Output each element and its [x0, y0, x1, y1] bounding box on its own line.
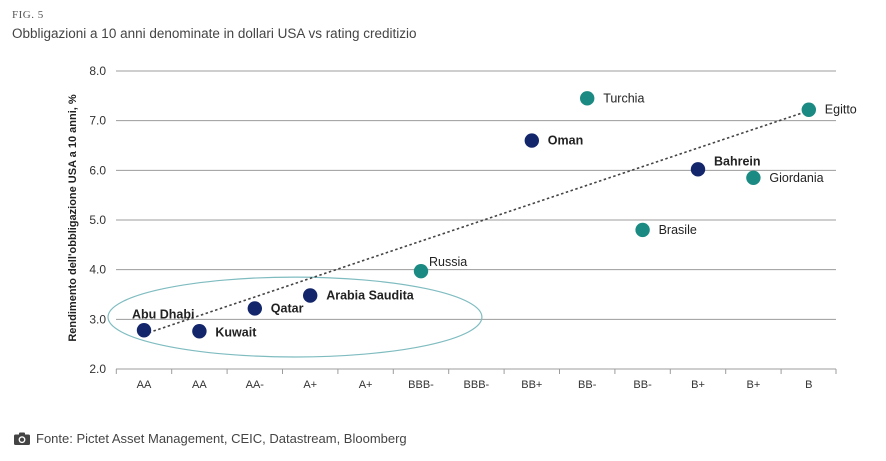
- highlight-ellipse: [107, 276, 483, 358]
- highlight-ellipse-shape: [107, 276, 483, 358]
- source-note: Fonte: Pictet Asset Management, CEIC, Da…: [14, 431, 407, 446]
- data-label: Turchia: [603, 91, 644, 105]
- x-tick-label: BBB-: [408, 379, 434, 391]
- x-tick-label: B+: [747, 379, 761, 391]
- x-tick-label: B: [805, 379, 812, 391]
- data-label: Abu Dhabi: [132, 307, 195, 321]
- data-point: [136, 323, 152, 338]
- y-tick-label: 3.0: [89, 312, 106, 326]
- x-tick-label: BB+: [521, 379, 542, 391]
- figure-label: FIG. 5: [12, 9, 44, 21]
- y-tick-label: 2.0: [89, 362, 106, 376]
- data-label: Qatar: [271, 301, 304, 315]
- x-tick-label: BB-: [578, 379, 597, 391]
- gridlines: [115, 70, 837, 374]
- x-tick-label: A+: [359, 379, 373, 391]
- data-point: [303, 288, 318, 303]
- x-tick-label: BBB-: [464, 379, 490, 391]
- camera-icon: [14, 432, 30, 445]
- x-tick-label: B+: [691, 379, 705, 391]
- x-tick-label: AA: [137, 379, 152, 391]
- x-axis-ticks: AA AA AA- A+ A+ BBB- BBB- BB+ BB- BB- B+ B+ B: [137, 379, 813, 391]
- data-point: [580, 91, 595, 106]
- data-label: Egitto: [825, 103, 857, 117]
- data-point: [413, 263, 429, 279]
- trendline-path: [143, 109, 810, 335]
- data-label: Russia: [429, 255, 467, 269]
- data-point: [247, 301, 262, 316]
- trendline: [143, 109, 810, 335]
- y-tick-label: 5.0: [89, 213, 106, 227]
- y-tick-label: 6.0: [89, 163, 106, 177]
- x-tick-label: AA-: [246, 379, 265, 391]
- data-point: [690, 162, 706, 177]
- data-point: [524, 133, 539, 148]
- chart-title: Obbligazioni a 10 anni denominate in dol…: [12, 26, 417, 41]
- data-label: Giordania: [769, 171, 823, 185]
- y-tick-label: 4.0: [89, 263, 106, 277]
- y-axis-label: Rendimento dell'obbligazione USA a 10 an…: [67, 94, 79, 342]
- data-point: [635, 222, 650, 238]
- y-tick-label: 7.0: [89, 114, 106, 128]
- y-axis-ticks: 2.0 3.0 4.0 5.0 6.0 7.0 8.0: [89, 64, 106, 376]
- data-label: Brasile: [659, 223, 697, 237]
- data-label: Oman: [548, 134, 583, 148]
- x-tick-label: AA: [192, 379, 207, 391]
- data-points: [136, 91, 816, 339]
- data-point: [192, 324, 207, 339]
- data-label: Bahrein: [714, 154, 761, 168]
- point-labels: Abu Dhabi Kuwait Qatar Arabia Saudita Russia…: [132, 91, 857, 339]
- data-label: Arabia Saudita: [326, 288, 415, 302]
- source-text: Fonte: Pictet Asset Management, CEIC, Da…: [36, 431, 407, 446]
- scatter-chart: 2.03.04.05.06.07.08.0 AA AA AA- A+ A+ BBB- BBB…: [67, 64, 857, 391]
- data-point: [801, 102, 816, 117]
- data-point: [746, 170, 761, 185]
- data-label: Kuwait: [215, 325, 257, 339]
- y-tick-label: 8.0: [89, 64, 106, 78]
- x-tick-label: A+: [303, 379, 317, 391]
- x-tick-label: BB-: [633, 379, 652, 391]
